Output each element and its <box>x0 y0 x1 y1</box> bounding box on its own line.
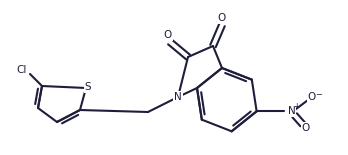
Text: +: + <box>293 102 300 111</box>
Text: S: S <box>85 82 91 92</box>
Text: N: N <box>174 92 182 102</box>
Text: O: O <box>301 123 310 133</box>
Text: O: O <box>308 92 316 102</box>
Text: O: O <box>164 30 172 40</box>
Text: Cl: Cl <box>17 65 27 75</box>
Text: O: O <box>218 13 226 23</box>
Text: N: N <box>288 106 295 116</box>
Text: −: − <box>315 90 322 99</box>
